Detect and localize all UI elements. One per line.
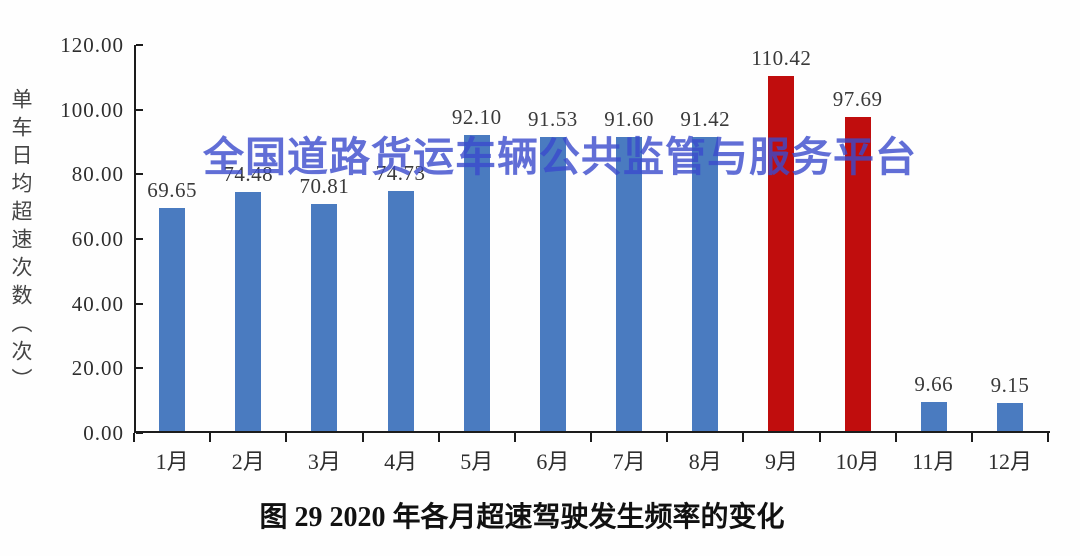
y-tick-label: 80.00 [71,162,124,187]
x-tick [894,433,897,442]
bar-value-11月: 9.66 [914,371,954,396]
x-tick [666,433,669,442]
x-tick [209,433,212,442]
bar-value-3月: 70.81 [299,174,350,198]
bar-3月 [311,204,338,433]
bar-value-2月: 74.48 [223,162,274,187]
bar-6月 [539,137,566,433]
x-axis-line [134,431,1050,433]
bar-value-8月: 91.42 [680,107,731,132]
x-tick [285,433,288,442]
y-tick [136,108,143,111]
y-axis-line [134,45,136,433]
x-category-label-4月: 4月 [384,449,418,474]
x-category-label-11月: 11月 [912,449,956,474]
bar-1月 [159,207,186,433]
y-axis-title: 单车日均超速次数（次） [9,88,33,396]
bar-12月 [997,403,1023,433]
x-category-label-9月: 9月 [764,449,798,474]
x-tick [742,433,745,442]
y-tick [136,238,143,240]
bar-value-4月: 74.73 [375,161,426,186]
watermark-text: 全国道路货运车辆公共监管与服务平台 [203,134,917,180]
y-tick-label: 120.00 [60,33,124,57]
x-category-label-2月: 2月 [231,449,265,474]
y-tick [136,302,143,305]
bar-value-12月: 9.15 [990,373,1030,398]
x-tick [361,433,364,442]
y-tick [136,44,143,46]
y-tick [136,432,143,434]
x-tick [590,433,592,442]
x-category-label-5月: 5月 [460,449,494,474]
bar-value-1月: 69.65 [147,177,197,202]
y-tick-label: 0.00 [83,421,124,445]
x-tick [437,433,440,442]
y-tick [136,367,143,370]
bar-10月 [844,117,871,433]
x-category-label-7月: 7月 [612,449,646,474]
y-tick-label: 40.00 [71,291,124,316]
figure-caption: 图 29 2020 年各月超速驾驶发生频率的变化 [259,502,785,533]
x-category-label-1月: 1月 [155,449,189,474]
bar-value-9月: 110.42 [751,46,812,70]
x-category-label-10月: 10月 [835,449,880,474]
x-category-label-8月: 8月 [688,449,722,474]
bar-value-7月: 91.60 [604,106,654,131]
y-tick-label: 60.00 [71,227,124,251]
x-tick [970,433,973,442]
bar-11月 [920,401,947,433]
x-tick [1047,433,1049,442]
y-tick-label: 100.00 [60,97,124,122]
y-tick [136,173,143,176]
x-category-label-3月: 3月 [307,449,341,474]
x-tick [133,433,135,442]
bar-4月 [387,191,414,433]
bar-9月 [768,76,795,433]
bar-5月 [463,135,490,433]
bar-value-5月: 92.10 [451,105,502,130]
bar-8月 [692,137,719,433]
x-tick [513,433,516,442]
bar-value-10月: 97.69 [832,87,883,112]
x-category-label-6月: 6月 [536,449,570,474]
x-category-label-12月: 12月 [987,449,1032,474]
bar-7月 [616,136,643,433]
bar-value-6月: 91.53 [528,107,578,132]
bar-2月 [235,192,262,433]
x-tick [818,433,821,442]
y-tick-label: 20.00 [71,356,124,381]
